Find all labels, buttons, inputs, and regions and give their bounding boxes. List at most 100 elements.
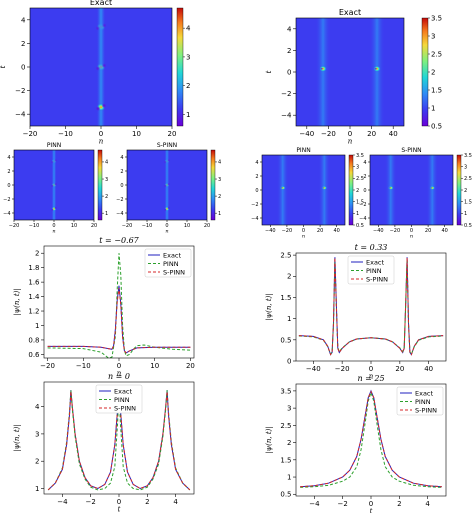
x-axis-label: n bbox=[117, 370, 122, 378]
y-tick-label: 1 bbox=[287, 473, 291, 481]
y-tick-label: 3.5 bbox=[280, 387, 291, 395]
colorbar-tick-label: 3 bbox=[218, 177, 221, 183]
y-tick-label: 4 bbox=[35, 403, 40, 411]
x-tick-label: −20 bbox=[335, 365, 350, 373]
colorbar-tick-label: 3.5 bbox=[431, 14, 442, 22]
heatmap-trough bbox=[164, 208, 167, 212]
colorbar bbox=[421, 17, 429, 127]
plot-frame bbox=[43, 381, 195, 495]
y-tick-label: 4 bbox=[21, 16, 26, 24]
x-tick-label: 20 bbox=[317, 228, 323, 234]
colorbar-tick-label: 3 bbox=[186, 53, 190, 61]
x-tick-label: 0 bbox=[117, 498, 121, 506]
x-tick-label: 4 bbox=[425, 500, 430, 508]
colorbar-tick-label: 1 bbox=[218, 211, 221, 217]
legend-box bbox=[95, 384, 143, 414]
x-tick-label: 10 bbox=[132, 130, 141, 138]
plot-frame bbox=[295, 252, 447, 362]
series-line-s-pinn bbox=[298, 257, 444, 356]
colorbar-tick-label: 2.5 bbox=[464, 176, 472, 182]
y-tick-label: 0 bbox=[255, 188, 258, 194]
colorbar bbox=[176, 7, 184, 127]
plot-frame bbox=[369, 154, 454, 226]
x-tick-label: 40 bbox=[389, 130, 398, 138]
x-tick-label: 10 bbox=[71, 223, 77, 229]
colorbar-tick-label: 3.5 bbox=[464, 153, 472, 159]
y-tick-label: 0 bbox=[287, 68, 291, 76]
plot-frame bbox=[13, 149, 95, 221]
series-line-pinn bbox=[47, 253, 191, 359]
heatmap-ridge bbox=[426, 155, 439, 225]
x-tick-label: −10 bbox=[142, 223, 153, 229]
colorbar-tick-label: 1 bbox=[105, 211, 108, 217]
y-tick-label: 2 bbox=[363, 174, 366, 180]
y-tick-label: 2 bbox=[287, 47, 291, 55]
y-axis-label: t bbox=[0, 65, 7, 68]
legend-box bbox=[396, 386, 444, 416]
colorbar-tick-label: 2.5 bbox=[431, 50, 442, 58]
series-line-s-pinn bbox=[300, 390, 442, 488]
y-axis-label: t bbox=[265, 70, 273, 73]
y-tick-label: 2 bbox=[287, 273, 291, 281]
chart-title: n = 25 bbox=[357, 374, 384, 383]
chart-title: PINN bbox=[47, 142, 61, 149]
colorbar-tick-label: 0.5 bbox=[356, 223, 364, 229]
x-tick-label: 20 bbox=[204, 223, 210, 229]
y-tick-label: 2.5 bbox=[280, 422, 291, 430]
colorbar-tick-label: 3.5 bbox=[356, 153, 364, 159]
heatmap-trough bbox=[320, 67, 324, 71]
y-axis-label: |ψ(n, t)| bbox=[13, 424, 21, 451]
heatmap-trough bbox=[322, 187, 325, 189]
legend-label: PINN bbox=[163, 260, 179, 268]
x-tick-label: 20 bbox=[395, 365, 404, 373]
y-tick-label: 0 bbox=[287, 357, 291, 365]
y-tick-label: 0.8 bbox=[28, 336, 39, 344]
y-tick-label: −4 bbox=[251, 216, 258, 222]
legend-box bbox=[144, 248, 192, 278]
y-tick-label: 1.5 bbox=[280, 456, 291, 464]
y-tick-label: 2 bbox=[21, 40, 25, 48]
x-tick-label: 20 bbox=[91, 223, 97, 229]
heatmap-trough bbox=[374, 67, 378, 71]
heatmap-ridge bbox=[276, 155, 289, 225]
x-tick-label: −2 bbox=[86, 498, 96, 506]
colorbar bbox=[97, 149, 103, 221]
y-tick-label: −2 bbox=[359, 202, 366, 208]
colorbar-tick-label: 1.5 bbox=[356, 199, 364, 205]
x-tick-label: 2 bbox=[397, 500, 401, 508]
legend-label: S-PINN bbox=[366, 275, 388, 283]
y-tick-label: 1.4 bbox=[28, 293, 40, 301]
legend-label: S-PINN bbox=[163, 268, 185, 276]
heatmap-trough bbox=[388, 187, 391, 189]
colorbar-tick-label: 1 bbox=[464, 211, 467, 217]
y-tick-label: 2 bbox=[35, 250, 39, 258]
legend-box bbox=[347, 255, 395, 285]
series-line-exact bbox=[47, 285, 191, 354]
colorbar-tick-label: 1.5 bbox=[431, 86, 442, 94]
series-line-pinn bbox=[47, 390, 191, 491]
colorbar-tick-label: 1.5 bbox=[464, 199, 472, 205]
x-axis-label: t bbox=[118, 506, 121, 513]
chart-title: t = −0.67 bbox=[99, 236, 139, 245]
x-axis-label: n bbox=[99, 138, 104, 146]
plot-frame bbox=[295, 383, 447, 497]
series-line-pinn bbox=[300, 390, 442, 488]
x-axis-label: n bbox=[348, 138, 353, 146]
x-tick-label: −40 bbox=[265, 228, 276, 234]
y-tick-label: 0.5 bbox=[280, 336, 291, 344]
x-tick-label: −10 bbox=[76, 362, 91, 370]
x-tick-label: −4 bbox=[309, 500, 320, 508]
x-tick-label: −40 bbox=[306, 365, 321, 373]
x-tick-label: 4 bbox=[173, 498, 178, 506]
x-tick-label: 0 bbox=[348, 130, 352, 138]
y-tick-label: 4 bbox=[120, 155, 123, 161]
x-tick-label: −20 bbox=[321, 130, 336, 138]
y-axis-label: |ψ(n, t)| bbox=[265, 426, 273, 453]
series-line-s-pinn bbox=[47, 287, 191, 354]
y-tick-label: 0.6 bbox=[28, 351, 40, 359]
plot-frame bbox=[29, 7, 173, 127]
x-axis-label: n bbox=[302, 234, 305, 240]
colorbar-tick-label: 1 bbox=[356, 211, 359, 217]
x-tick-label: 0 bbox=[369, 500, 373, 508]
